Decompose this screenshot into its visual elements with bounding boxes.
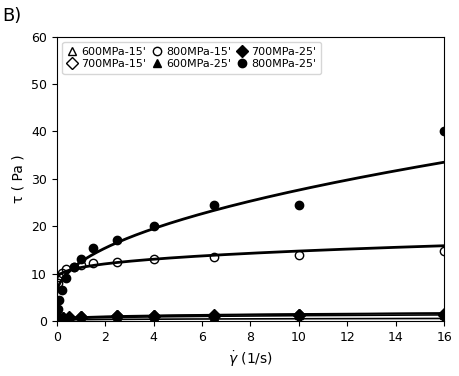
- 700MPa-25': [151, 314, 157, 318]
- 800MPa-25': [296, 203, 302, 207]
- 600MPa-15': [212, 314, 217, 318]
- 700MPa-25': [78, 315, 84, 319]
- 800MPa-25': [212, 203, 217, 207]
- 800MPa-25': [115, 238, 120, 243]
- 800MPa-25': [55, 307, 61, 311]
- 800MPa-15': [78, 263, 84, 267]
- 700MPa-15': [55, 317, 61, 321]
- 600MPa-25': [55, 318, 61, 322]
- 800MPa-15': [442, 249, 447, 253]
- 600MPa-15': [60, 317, 66, 321]
- 700MPa-25': [55, 317, 61, 321]
- 800MPa-25': [442, 129, 447, 133]
- 600MPa-25': [115, 317, 120, 321]
- 800MPa-25': [90, 245, 96, 250]
- 800MPa-25': [71, 264, 77, 269]
- 700MPa-25': [212, 314, 217, 318]
- 800MPa-15': [115, 259, 120, 264]
- 700MPa-25': [115, 314, 120, 318]
- Legend: 600MPa-15', 700MPa-15', 800MPa-15', 600MPa-25', 700MPa-25', 800MPa-25': 600MPa-15', 700MPa-15', 800MPa-15', 600M…: [62, 42, 321, 74]
- 700MPa-15': [60, 316, 66, 320]
- Line: 600MPa-15': 600MPa-15': [54, 311, 448, 324]
- 800MPa-15': [55, 281, 61, 285]
- Line: 700MPa-25': 700MPa-25': [54, 311, 448, 323]
- 800MPa-15': [64, 267, 69, 271]
- 700MPa-15': [78, 315, 84, 320]
- 700MPa-15': [56, 317, 62, 321]
- 700MPa-25': [296, 313, 302, 318]
- 600MPa-25': [442, 318, 447, 322]
- 700MPa-25': [60, 315, 66, 320]
- 600MPa-25': [66, 317, 72, 322]
- 700MPa-15': [296, 313, 302, 317]
- 800MPa-25': [56, 297, 62, 302]
- 600MPa-15': [56, 317, 62, 321]
- 600MPa-25': [56, 318, 62, 322]
- 600MPa-15': [151, 314, 157, 318]
- 800MPa-25': [64, 276, 69, 280]
- 800MPa-25': [151, 224, 157, 229]
- 700MPa-15': [115, 314, 120, 318]
- 600MPa-25': [78, 317, 84, 322]
- 600MPa-15': [296, 313, 302, 318]
- 600MPa-15': [442, 313, 447, 317]
- 600MPa-15': [55, 317, 61, 322]
- 800MPa-15': [71, 264, 77, 269]
- Text: B): B): [2, 7, 22, 25]
- 600MPa-15': [115, 315, 120, 319]
- 800MPa-15': [151, 257, 157, 262]
- 700MPa-25': [56, 316, 62, 320]
- 800MPa-25': [78, 257, 84, 262]
- 700MPa-15': [442, 312, 447, 316]
- 600MPa-15': [78, 315, 84, 320]
- 800MPa-15': [296, 252, 302, 257]
- 800MPa-15': [59, 270, 64, 275]
- 600MPa-25': [212, 317, 217, 322]
- Y-axis label: τ ( Pa ): τ ( Pa ): [11, 155, 25, 203]
- Line: 800MPa-15': 800MPa-15': [54, 247, 448, 287]
- 600MPa-25': [151, 317, 157, 321]
- 700MPa-25': [442, 313, 447, 317]
- 800MPa-15': [90, 261, 96, 265]
- 600MPa-15': [66, 316, 72, 320]
- 800MPa-15': [56, 275, 62, 280]
- 700MPa-15': [151, 314, 157, 318]
- 800MPa-15': [212, 255, 217, 259]
- Line: 800MPa-25': 800MPa-25': [54, 127, 448, 314]
- Line: 600MPa-25': 600MPa-25': [54, 315, 448, 324]
- 600MPa-25': [296, 317, 302, 322]
- 700MPa-25': [66, 315, 72, 320]
- Line: 700MPa-15': 700MPa-15': [54, 310, 448, 323]
- 800MPa-25': [59, 288, 64, 293]
- 700MPa-15': [66, 315, 72, 320]
- X-axis label: $\dot{\gamma}$ (1/s): $\dot{\gamma}$ (1/s): [228, 349, 273, 369]
- 600MPa-25': [60, 317, 66, 322]
- 700MPa-15': [212, 313, 217, 318]
